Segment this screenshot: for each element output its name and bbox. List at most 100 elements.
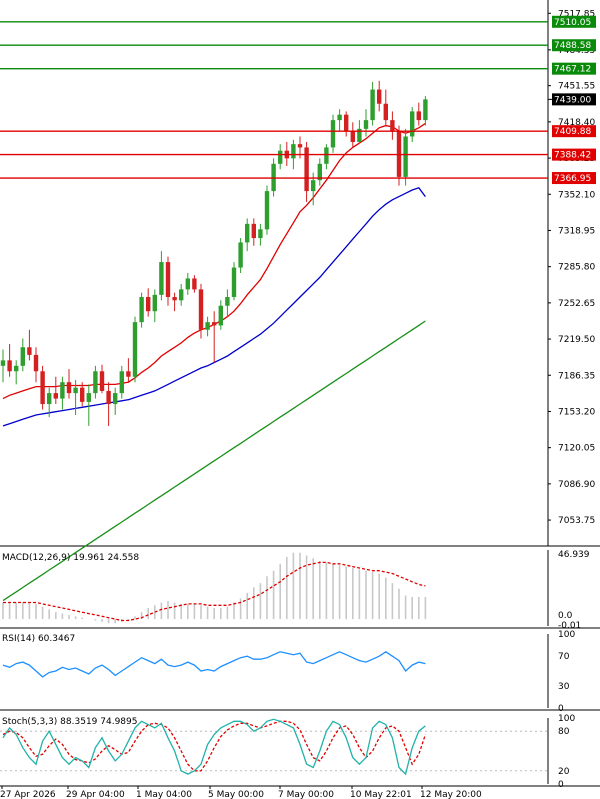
candle-body bbox=[80, 387, 85, 402]
support-level-tag bbox=[552, 148, 596, 161]
current-price-tag bbox=[552, 93, 596, 106]
candle-body bbox=[165, 262, 171, 298]
candle-body bbox=[93, 371, 98, 394]
y-tick-label: 7517.85 bbox=[558, 9, 595, 19]
rsi-tick-label: 0 bbox=[558, 704, 564, 714]
candle-body bbox=[139, 297, 144, 323]
candle-body bbox=[7, 360, 12, 372]
candle-body bbox=[40, 371, 45, 405]
resistance-level-label: 7510.05 bbox=[554, 18, 591, 28]
y-tick-label: 7120.05 bbox=[558, 444, 595, 454]
candle-body bbox=[185, 278, 190, 290]
candle-body bbox=[350, 131, 355, 142]
candle-body bbox=[383, 103, 388, 121]
candle-body bbox=[33, 354, 39, 372]
candle-body bbox=[416, 111, 421, 121]
rsi-tick-label: 30 bbox=[558, 682, 570, 692]
candle-body bbox=[205, 322, 210, 330]
candle-body bbox=[278, 150, 283, 164]
resistance-level-tag bbox=[552, 15, 596, 28]
candle-body bbox=[172, 297, 177, 301]
candle-body bbox=[0, 360, 6, 366]
candle-body bbox=[113, 393, 118, 405]
time-tick-label: 12 May 20:00 bbox=[420, 790, 482, 799]
y-tick-label: 7285.80 bbox=[558, 263, 595, 273]
candle-body bbox=[264, 191, 270, 230]
candle-body bbox=[403, 136, 408, 177]
candle-body bbox=[357, 128, 362, 142]
time-tick-label: 5 May 00:00 bbox=[208, 790, 264, 799]
candle-body bbox=[330, 120, 336, 148]
candle-body bbox=[146, 297, 151, 312]
candle-body bbox=[132, 322, 138, 377]
candle-body bbox=[344, 114, 349, 132]
candle-body bbox=[238, 242, 243, 268]
candle-body bbox=[66, 382, 72, 394]
macd-title: MACD(12,26,9) 19.961 24.558 bbox=[2, 553, 139, 563]
ma-slow-line bbox=[2, 320, 426, 602]
support-level-tag bbox=[552, 125, 596, 138]
candle-body bbox=[304, 147, 309, 192]
rsi-title: RSI(14) 60.3467 bbox=[2, 634, 75, 644]
candle-body bbox=[324, 147, 329, 164]
rsi-panel: RSI(14) 60.3467 100 70 30 0 bbox=[0, 630, 600, 714]
candle-body bbox=[86, 393, 91, 402]
time-tick-label: 29 Apr 04:00 bbox=[66, 790, 125, 799]
candle-body bbox=[377, 89, 382, 104]
stoch-tick-label: 100 bbox=[558, 714, 575, 724]
y-tick-label: 7153.20 bbox=[558, 407, 595, 417]
candle-body bbox=[297, 144, 303, 148]
macd-tick-label: -0.01 bbox=[558, 621, 581, 631]
candle-body bbox=[370, 89, 375, 121]
candle-body bbox=[73, 387, 78, 394]
y-tick-label: 7053.75 bbox=[558, 516, 595, 526]
rsi-tick-label: 100 bbox=[558, 630, 575, 640]
candle-body bbox=[47, 393, 52, 405]
y-tick-label: 7318.95 bbox=[558, 226, 595, 236]
stochastic-panel: Stoch(5,3,3) 88.3519 74.9895 100 80 20 0 bbox=[0, 714, 575, 790]
stoch-tick-label: 20 bbox=[558, 767, 570, 777]
candle-body bbox=[337, 114, 342, 121]
time-axis: 27 Apr 2026 29 Apr 04:00 1 May 04:00 5 May … bbox=[0, 785, 600, 799]
support-level-label: 7388.42 bbox=[554, 151, 591, 161]
candle-body bbox=[152, 294, 157, 312]
rsi-line bbox=[2, 651, 426, 678]
macd-signal-line bbox=[3, 561, 426, 622]
candle-body bbox=[291, 144, 296, 159]
candle-body bbox=[179, 289, 184, 301]
support-level-label: 7409.88 bbox=[554, 127, 591, 137]
candle-body bbox=[225, 297, 230, 306]
candle-body bbox=[212, 322, 217, 326]
candle-body bbox=[317, 163, 322, 181]
macd-panel: MACD(12,26,9) 19.961 24.558 46.939 0.0-0.… bbox=[0, 550, 600, 631]
candle-body bbox=[311, 180, 316, 192]
time-tick-label: 7 May 00:00 bbox=[278, 790, 334, 799]
candle-body bbox=[53, 393, 58, 399]
macd-tick-label: 46.939 bbox=[558, 550, 590, 560]
y-tick-label: 7418.40 bbox=[558, 118, 595, 128]
candle-body bbox=[198, 289, 204, 330]
candle-body bbox=[363, 120, 369, 129]
candle-body bbox=[106, 390, 111, 405]
candle-body bbox=[251, 223, 256, 239]
candle-body bbox=[245, 223, 250, 243]
candle-body bbox=[423, 99, 428, 121]
stoch-main-line bbox=[2, 718, 426, 776]
current-price-label: 7439.00 bbox=[554, 95, 591, 105]
y-tick-label: 7086.90 bbox=[558, 480, 595, 490]
candle-body bbox=[192, 278, 197, 290]
candle-body bbox=[99, 371, 105, 391]
macd-tick-label: 0.0 bbox=[558, 611, 573, 621]
candle-body bbox=[231, 267, 237, 298]
candle-body bbox=[159, 262, 164, 295]
support-level-tag bbox=[552, 172, 596, 185]
candle-body bbox=[119, 371, 124, 394]
candle-body bbox=[20, 347, 25, 366]
y-tick-label: 7252.65 bbox=[558, 299, 595, 309]
main-price-panel: 7517.857484.357451.557418.407385.257352.… bbox=[0, 0, 600, 602]
rsi-tick-label: 70 bbox=[558, 652, 570, 662]
stoch-tick-label: 0 bbox=[558, 780, 564, 790]
y-tick-label: 7219.50 bbox=[558, 335, 595, 345]
stoch-tick-label: 80 bbox=[558, 727, 570, 737]
